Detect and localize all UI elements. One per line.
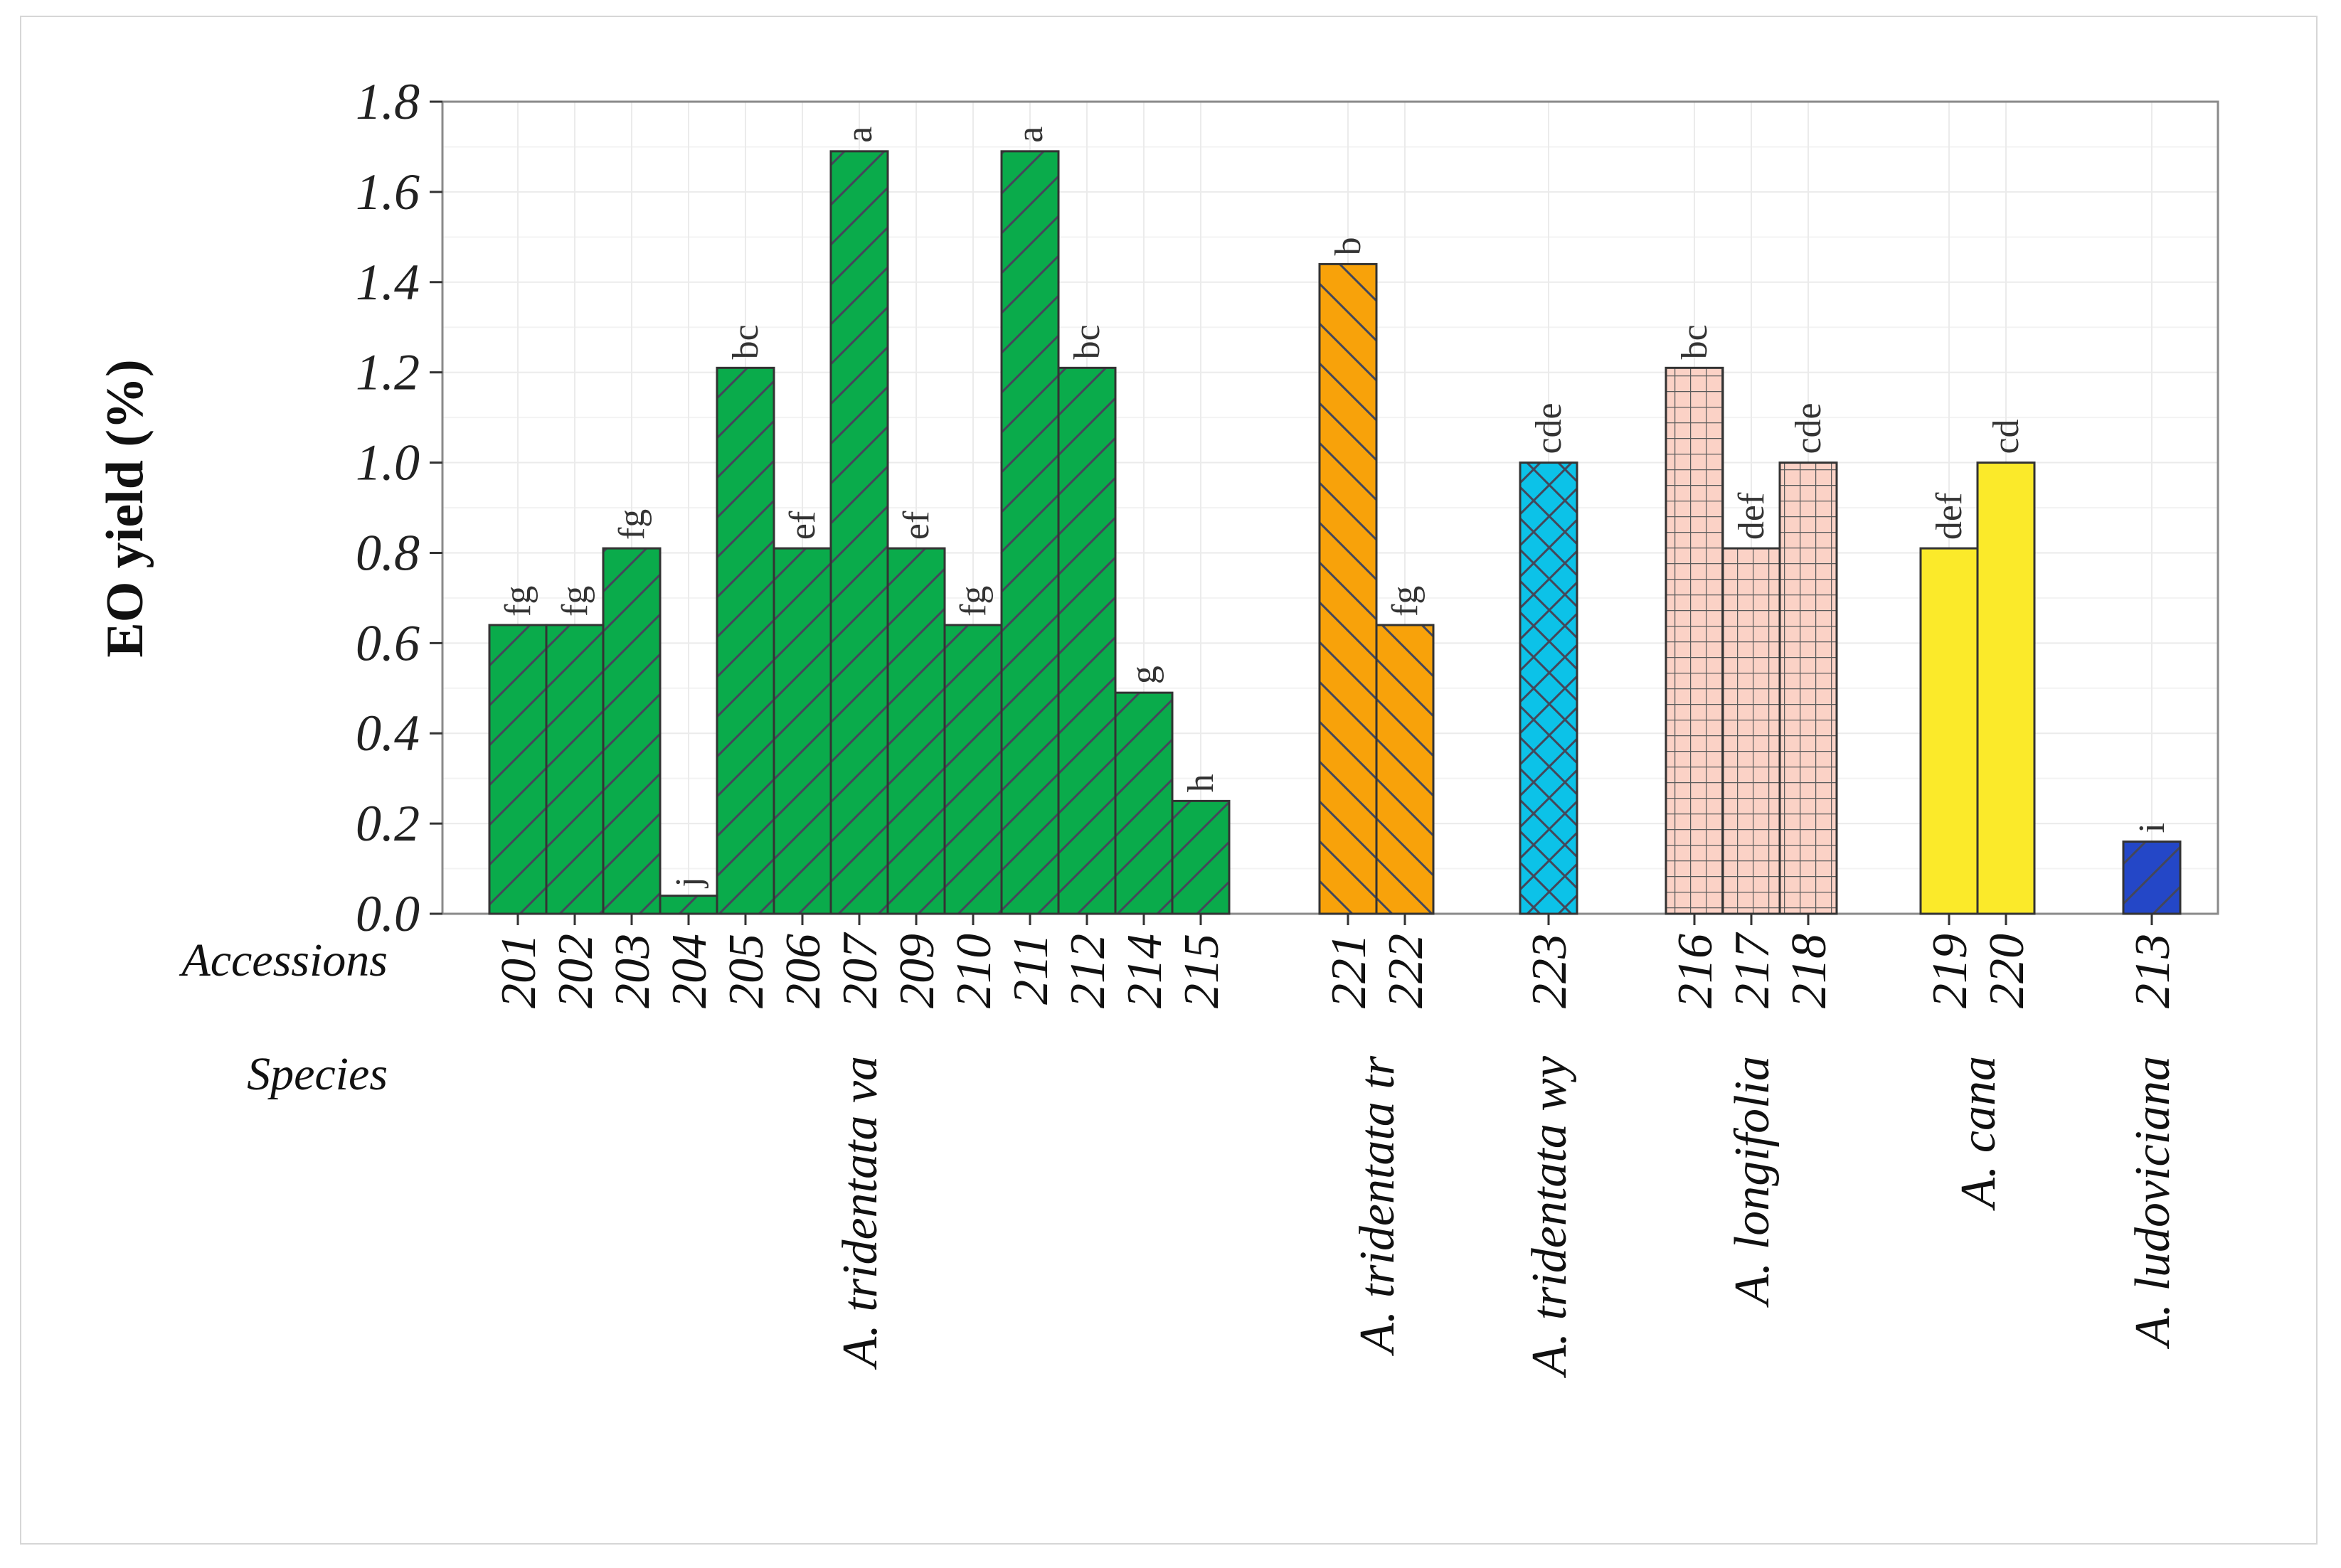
- significance-label: fg: [612, 509, 652, 540]
- significance-label: a: [839, 127, 880, 143]
- significance-label: a: [1010, 127, 1051, 143]
- significance-label: j: [669, 877, 709, 888]
- significance-label: g: [1124, 666, 1164, 684]
- bar-pattern-205: [717, 368, 774, 914]
- accession-label: 210: [947, 934, 1002, 1008]
- y-tick-label: 1.2: [356, 344, 420, 401]
- accession-label: 212: [1061, 934, 1115, 1008]
- bar-pattern-222: [1376, 624, 1433, 914]
- y-tick-label: 1.4: [356, 254, 420, 311]
- accession-label: 222: [1379, 934, 1433, 1008]
- significance-label: fg: [1385, 586, 1426, 617]
- bar-pattern-207: [831, 151, 888, 914]
- accession-label: 218: [1782, 934, 1837, 1008]
- accession-label: 221: [1322, 934, 1376, 1008]
- bar-219: [1921, 548, 1978, 914]
- significance-label: bc: [726, 324, 766, 359]
- bar-pattern-211: [1002, 151, 1058, 914]
- accession-label: 211: [1004, 934, 1058, 1005]
- accession-label: 203: [605, 934, 660, 1008]
- bar-220: [1978, 462, 2034, 914]
- significance-label: bc: [1674, 324, 1715, 359]
- accession-label: 223: [1522, 934, 1577, 1008]
- bar-pattern-212: [1058, 368, 1115, 914]
- y-tick-label: 0.0: [356, 885, 420, 942]
- bar-pattern-221: [1320, 264, 1376, 914]
- significance-label: fg: [953, 586, 994, 617]
- bar-pattern-204: [660, 895, 717, 914]
- accession-label: 201: [492, 934, 546, 1008]
- significance-label: fg: [498, 586, 538, 617]
- accession-label: 204: [662, 934, 717, 1008]
- y-axis-label: EO yield (%): [96, 359, 154, 657]
- accession-label: 205: [719, 934, 774, 1008]
- accession-label: 220: [1980, 934, 2034, 1008]
- species-label: A. tridentata wy: [1522, 1055, 1577, 1378]
- species-label: A. tridentata va: [833, 1056, 888, 1370]
- accession-label: 214: [1118, 934, 1172, 1008]
- significance-label: cde: [1529, 402, 1569, 454]
- bar-pattern-206: [774, 548, 831, 914]
- y-tick-label: 1.6: [356, 164, 420, 220]
- bar-pattern-202: [546, 624, 603, 914]
- accession-label: 207: [833, 932, 888, 1008]
- bar-pattern-217: [1723, 548, 1780, 914]
- species-row-label: Species: [247, 1048, 388, 1100]
- accessions-row-label: Accessions: [179, 934, 388, 986]
- y-tick-label: 0.4: [356, 705, 420, 762]
- bar-pattern-201: [489, 624, 546, 914]
- figure-frame: [20, 16, 2318, 1545]
- accession-label: 215: [1174, 934, 1229, 1008]
- significance-label: bc: [1067, 324, 1108, 359]
- significance-label: cde: [1788, 402, 1829, 454]
- accession-label: 209: [890, 934, 945, 1008]
- accession-label: 206: [776, 934, 831, 1008]
- species-label: A. cana: [1951, 1056, 2006, 1211]
- bar-pattern-210: [945, 624, 1002, 914]
- accession-label: 202: [548, 934, 603, 1008]
- y-tick-label: 0.2: [356, 795, 420, 852]
- y-tick-label: 0.8: [356, 524, 420, 581]
- accession-label: 219: [1923, 934, 1978, 1008]
- accession-label: 217: [1725, 932, 1780, 1008]
- bar-pattern-203: [603, 548, 660, 914]
- significance-label: fg: [555, 586, 595, 617]
- species-label: A. longifolia: [1725, 1056, 1780, 1308]
- significance-label: ef: [782, 511, 823, 540]
- significance-label: cd: [1986, 419, 2027, 454]
- bar-pattern-214: [1115, 693, 1172, 914]
- y-tick-label: 0.6: [356, 614, 420, 671]
- bar-pattern-223: [1520, 462, 1577, 914]
- significance-label: i: [2132, 823, 2172, 833]
- y-tick-label: 1.0: [356, 434, 420, 491]
- species-label: A. ludoviciana: [2125, 1056, 2180, 1349]
- species-label: A. tridentata tr: [1350, 1055, 1405, 1356]
- bar-pattern-215: [1172, 801, 1229, 914]
- accession-label: 216: [1668, 934, 1723, 1008]
- bar-pattern-216: [1666, 368, 1723, 914]
- significance-label: b: [1328, 237, 1369, 255]
- bar-pattern-209: [888, 548, 945, 914]
- significance-label: def: [1929, 492, 1970, 540]
- y-tick-label: 1.8: [356, 73, 420, 130]
- significance-label: def: [1731, 492, 1772, 540]
- bar-pattern-213: [2123, 841, 2180, 914]
- accession-label: 213: [2125, 934, 2180, 1008]
- significance-label: ef: [896, 511, 937, 540]
- bar-pattern-218: [1780, 462, 1837, 914]
- significance-label: h: [1181, 774, 1221, 792]
